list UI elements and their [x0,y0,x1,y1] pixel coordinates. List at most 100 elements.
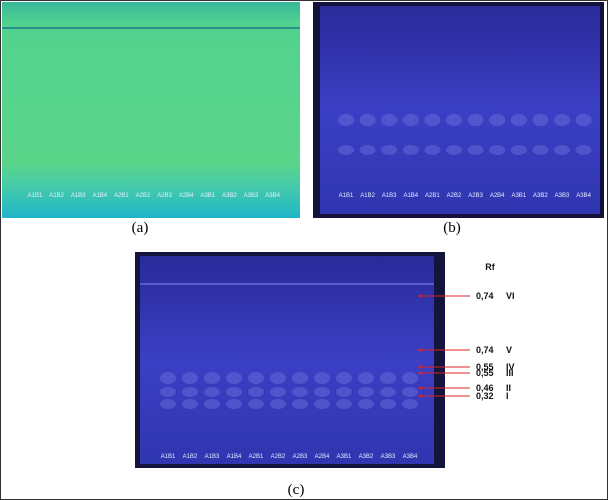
spot [292,387,308,397]
spot [489,145,506,155]
spot [380,399,396,409]
lane-label: A1B2 [360,193,375,199]
spot [226,372,242,384]
panel-label: (c) [288,482,305,498]
lane-label: A2B4 [315,454,330,460]
lane-label: A3B1 [511,193,526,199]
spot [381,145,398,155]
lane-label: A2B4 [179,193,194,199]
panel-label: (a) [132,220,149,236]
lane-label: A1B4 [403,193,418,199]
spot [160,372,176,384]
spot [182,399,198,409]
arrow-head [418,365,422,369]
lane-label: A3B2 [359,454,374,460]
spot [182,387,198,397]
rf-value: 0,74 [476,345,494,355]
lane-label: A1B2 [49,193,64,199]
spot [204,387,220,397]
rf-value: 0,46 [476,383,494,393]
spot [314,399,330,409]
lane-label: A2B2 [447,193,462,199]
spot [359,114,376,126]
lane-label: A2B1 [114,193,129,199]
lane-label: A1B3 [205,454,220,460]
lane-label: A1B1 [161,454,176,460]
spot [402,114,419,126]
spot [381,114,398,126]
arrow-head [418,348,422,352]
lane-label: A1B3 [382,193,397,199]
rf-roman: VI [506,291,515,301]
spot [270,399,286,409]
lane-label: A3B4 [403,454,418,460]
spot [554,114,570,126]
spot [204,372,220,384]
rf-roman: II [506,383,511,393]
spot [292,372,308,384]
plate-b [320,6,600,214]
lane-label: A1B1 [339,193,354,199]
spot [226,387,242,397]
rf-roman: I [506,391,509,401]
spot [510,114,527,126]
spot [336,372,352,384]
spot [380,372,396,384]
spot [182,372,198,384]
rf-roman: IV [506,362,515,372]
lane-label: A2B4 [490,193,505,199]
spot [402,372,418,384]
plate-c [140,256,434,464]
spot [424,114,441,126]
lane-label: A3B4 [265,193,280,199]
lane-label: A1B3 [71,193,86,199]
arrow-head [418,386,422,390]
spot [226,399,242,409]
lane-label: A1B4 [92,193,107,199]
rf-roman: III [506,368,514,378]
lane-label: A3B3 [381,454,396,460]
lane-label: A2B3 [293,454,308,460]
arrow-head [418,294,422,298]
spot [575,145,592,155]
spot [402,387,418,397]
lane-label: A1B1 [28,193,43,199]
lane-label: A2B1 [425,193,440,199]
lane-label: A3B4 [576,193,591,199]
spot [402,145,419,155]
spot [554,145,570,155]
lane-label: A2B2 [136,193,151,199]
spot [204,399,220,409]
arrow-head [418,394,422,398]
spot [575,114,592,126]
lane-label: A3B3 [244,193,259,199]
lane-label: A3B2 [533,193,548,199]
spot [338,145,354,155]
rf-value: 0,55 [476,362,494,372]
plate-a [2,2,300,218]
spot [292,399,308,409]
spot [402,399,418,409]
rf-value: 0,32 [476,391,494,401]
lane-label: A3B1 [200,193,215,199]
spot [467,114,484,126]
spot [248,372,264,384]
rf-value: 0,74 [476,291,494,301]
spot [359,145,376,155]
spot [248,387,264,397]
lane-label: A3B2 [222,193,237,199]
spot [532,114,549,126]
spot [338,114,354,126]
spot [446,114,462,126]
lane-label: A2B3 [157,193,172,199]
arrow-head [418,371,422,375]
spot [510,145,527,155]
spot [270,372,286,384]
spot [160,399,176,409]
spot [489,114,506,126]
spot [424,145,441,155]
spot [160,387,176,397]
rf-value: 0,55 [476,368,494,378]
lane-label: A2B2 [271,454,286,460]
